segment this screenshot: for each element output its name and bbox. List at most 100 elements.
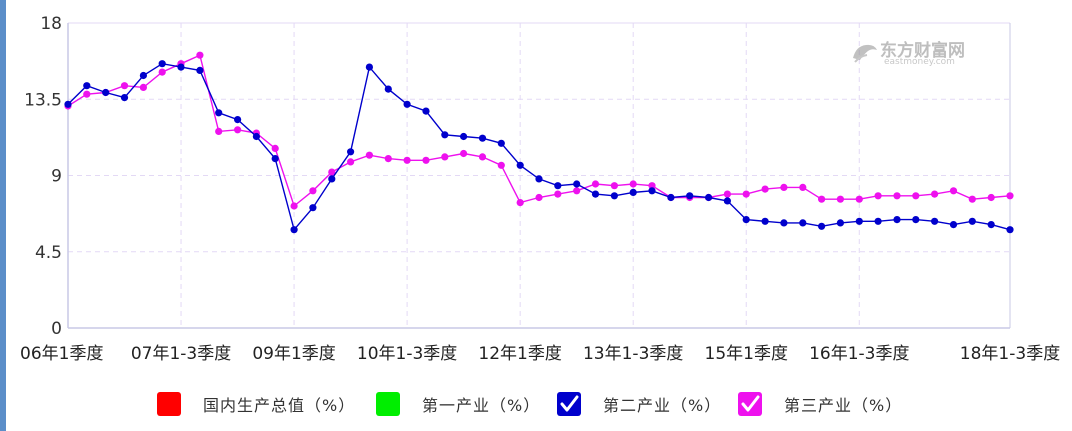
checkmark-icon: [741, 395, 760, 412]
data-point: [516, 199, 524, 207]
legend-label-primary: 第一产业（%）: [422, 396, 541, 415]
data-point: [987, 221, 995, 229]
data-point: [761, 185, 769, 193]
data-point: [723, 197, 732, 205]
chart-axes: [67, 22, 1011, 329]
data-point: [83, 82, 91, 90]
x-tick-label: 13年1-3季度: [583, 344, 683, 364]
data-point: [818, 195, 826, 203]
data-point: [497, 139, 505, 147]
eastmoney-bull-logo-icon: [853, 44, 877, 63]
data-point: [403, 156, 411, 164]
x-tick-label: 06年1季度: [20, 344, 103, 364]
data-point: [968, 195, 976, 203]
data-point: [309, 204, 317, 212]
data-point: [196, 66, 204, 74]
data-point: [780, 219, 788, 227]
data-point: [818, 222, 826, 230]
legend-checkbox-secondary[interactable]: [557, 392, 581, 416]
data-point: [347, 158, 355, 166]
chart-legend: 国内生产总值（%） 第一产业（%） 第二产业（%） 第三产业（%）: [0, 388, 1072, 420]
data-point: [610, 192, 619, 200]
data-point: [234, 126, 242, 134]
data-point: [478, 134, 487, 142]
data-point: [742, 216, 750, 224]
series-tertiary: [64, 51, 1014, 210]
x-axis-ticks: 06年1季度 07年1-3季度 09年1季度 10年1-3季度 12年1季度 13年1-3…: [20, 344, 1060, 364]
data-point: [591, 190, 600, 198]
data-point: [931, 190, 939, 198]
data-point: [158, 60, 166, 68]
data-point: [422, 107, 430, 115]
data-point: [460, 149, 468, 158]
data-point: [968, 217, 976, 225]
data-point: [893, 192, 901, 200]
data-point: [403, 100, 411, 108]
data-point: [441, 153, 449, 161]
y-tick-label: 13.5: [24, 90, 62, 110]
data-point: [516, 161, 524, 169]
x-tick-label: 09年1季度: [252, 344, 335, 364]
data-point: [158, 68, 166, 76]
data-point: [648, 182, 656, 190]
chart-grid: [68, 23, 1010, 328]
data-point: [535, 175, 543, 183]
data-point: [855, 217, 863, 225]
data-point: [215, 127, 223, 135]
data-point: [347, 148, 355, 156]
data-point: [365, 63, 373, 71]
data-point: [836, 195, 845, 203]
data-point: [120, 94, 129, 102]
data-point: [83, 90, 91, 98]
y-tick-label: 0: [51, 319, 62, 339]
watermark-brand-cn: 东方财富网: [880, 41, 965, 61]
y-tick-label: 9: [51, 167, 62, 187]
data-point: [648, 187, 656, 195]
data-point: [912, 216, 920, 224]
data-point: [441, 131, 449, 139]
series-line: [67, 54, 1011, 208]
legend-item-primary[interactable]: 第一产业（%）: [376, 388, 540, 420]
data-point: [912, 192, 920, 200]
data-point: [780, 183, 788, 191]
legend-swatch-gdp[interactable]: [157, 392, 181, 416]
legend-label-gdp: 国内生产总值（%）: [203, 396, 356, 415]
data-point: [742, 190, 750, 198]
data-point: [309, 187, 317, 195]
data-point: [290, 202, 298, 210]
data-point: [705, 193, 713, 202]
y-tick-label: 4.5: [35, 243, 62, 263]
data-point: [271, 144, 279, 152]
data-point: [422, 156, 430, 164]
legend-item-tertiary[interactable]: 第三产业（%）: [738, 388, 902, 420]
data-point: [120, 82, 129, 90]
legend-item-secondary[interactable]: 第二产业（%）: [557, 388, 721, 420]
data-point: [799, 183, 807, 191]
data-point: [573, 180, 581, 188]
x-tick-label: 18年1-3季度: [960, 344, 1060, 364]
window-left-edge: [0, 0, 6, 431]
data-point: [931, 217, 939, 225]
data-point: [610, 182, 619, 190]
data-point: [836, 219, 845, 227]
legend-label-tertiary: 第三产业（%）: [784, 396, 903, 415]
data-point: [196, 51, 204, 59]
data-point: [874, 192, 882, 200]
data-point: [893, 216, 901, 224]
data-point: [949, 221, 958, 229]
watermark-brand-en: eastmoney.com: [884, 57, 955, 67]
legend-item-gdp[interactable]: 国内生产总值（%）: [157, 388, 355, 420]
x-tick-label: 15年1季度: [705, 344, 788, 364]
data-point: [252, 132, 260, 141]
eastmoney-watermark: 东方财富网 eastmoney.com: [850, 36, 990, 72]
data-point: [1006, 192, 1014, 200]
data-point: [234, 116, 242, 124]
data-point: [554, 182, 562, 190]
data-point: [686, 192, 694, 200]
data-point: [554, 190, 562, 198]
chart-series: [64, 51, 1014, 234]
legend-swatch-primary[interactable]: [376, 392, 400, 416]
legend-label-secondary: 第二产业（%）: [603, 396, 722, 415]
legend-checkbox-tertiary[interactable]: [738, 392, 762, 416]
data-point: [384, 85, 392, 93]
